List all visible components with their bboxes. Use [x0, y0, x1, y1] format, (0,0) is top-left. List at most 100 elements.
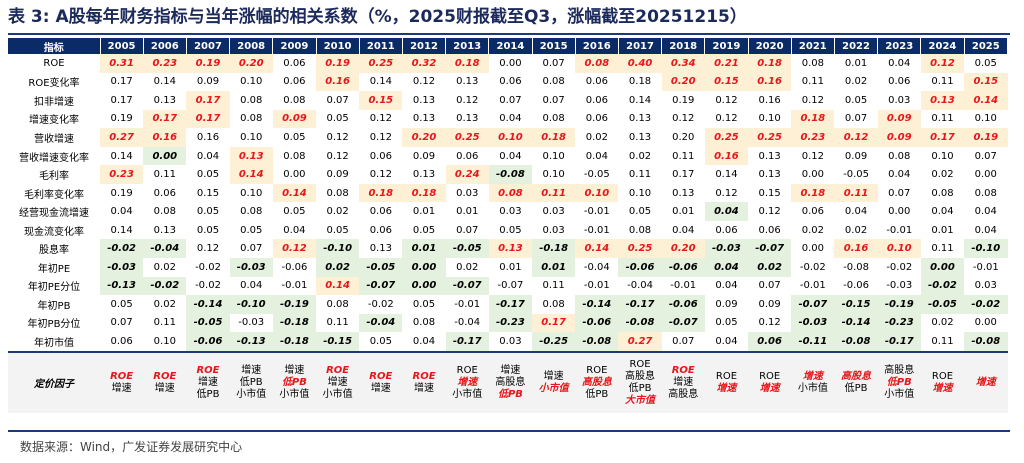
value-cell: 0.11 [542, 280, 565, 292]
value-cell: 0.01 [456, 206, 479, 218]
value-cell: 0.15 [704, 72, 749, 92]
value-cell: 0.07 [542, 94, 565, 106]
row-label: ROE变化率 [28, 78, 80, 90]
value-cell: 0.12 [369, 113, 392, 125]
factor-cell: ROE 增速 [143, 350, 187, 413]
value-cell: 0.02 [153, 298, 176, 310]
value-cell: 0.13 [369, 243, 392, 255]
value-cell: 0.13 [628, 113, 652, 125]
value-cell: 0.11 [326, 317, 349, 329]
value-cell: -0.08 [964, 332, 1008, 352]
value-cell: 0.11 [834, 183, 878, 203]
value-cell: 0.00 [801, 243, 824, 255]
value-cell: 0.00 [974, 169, 997, 181]
value-cell: 0.06 [110, 335, 133, 347]
value-cell: -0.03 [100, 258, 144, 277]
factor-cell: ROE 增速 [359, 350, 403, 413]
value-cell: -0.07 [791, 295, 835, 314]
factor-tag: 小市值 [322, 388, 353, 400]
year-header: 2008 [229, 38, 274, 54]
value-cell: 0.12 [758, 317, 781, 329]
value-cell: -0.23 [877, 313, 921, 333]
value-cell: -0.03 [791, 313, 835, 333]
value-cell: -0.04 [454, 317, 481, 329]
value-cell: -0.02 [195, 261, 221, 273]
value-cell: 0.04 [844, 206, 868, 218]
row-label: 毛利率变化率 [24, 189, 84, 201]
value-cell: 0.25 [359, 54, 403, 73]
value-cell: 0.08 [240, 113, 263, 125]
table-row: 增速变化率 0.19 0.17 0.17 0.08 0.09 0.05 0.12 0.13 0.1… [8, 109, 1008, 129]
year-header: 2021 [791, 38, 835, 54]
value-cell: 0.04 [715, 335, 738, 347]
value-cell: 0.04 [704, 258, 749, 277]
value-cell: 0.10 [240, 187, 263, 199]
value-cell: -0.01 [799, 280, 826, 292]
value-cell: 0.06 [758, 224, 781, 236]
value-cell: 0.10 [877, 239, 921, 259]
value-cell: 0.00 [974, 317, 997, 329]
value-cell: 0.12 [326, 150, 349, 162]
value-cell: -0.02 [100, 239, 144, 259]
value-cell: 0.23 [100, 165, 144, 184]
value-cell: 0.02 [801, 224, 824, 236]
value-cell: 0.04 [499, 113, 522, 125]
value-cell: 0.07 [672, 335, 695, 347]
value-cell: 0.13 [456, 113, 479, 125]
value-cell: 0.04 [672, 224, 695, 236]
factor-tag: 大市值 [625, 394, 656, 406]
table-row: 年初市值 0.06 0.10 -0.06 -0.13 -0.18 -0.15 0.05 0.04… [8, 332, 1008, 352]
row-label: ROE [43, 57, 65, 69]
value-cell: 0.00 [920, 258, 965, 277]
top-rule [8, 33, 1010, 35]
factor-cell: ROE 高股息 低PB 大市值 [618, 350, 662, 413]
value-cell: -0.01 [583, 224, 610, 236]
value-cell: -0.02 [920, 276, 965, 296]
value-cell: 0.10 [974, 113, 997, 125]
value-cell: 0.04 [888, 57, 911, 69]
factor-tag: 增速 [500, 364, 521, 376]
value-cell: -0.01 [583, 280, 610, 292]
value-cell: 0.20 [672, 131, 695, 143]
pricing-factor-row: 定价因子 ROE 增速 ROE 增速 ROE 增速 低PB 增速 低PB 小市值 增速 低PB 小市值 RO… [8, 350, 1008, 413]
value-cell: 0.04 [931, 206, 954, 218]
value-cell: 0.08 [888, 150, 911, 162]
value-cell: -0.13 [100, 276, 144, 296]
factor-tag: 增速 [154, 382, 175, 394]
table-row: 年初PE分位 -0.13 -0.02 -0.02 0.04 -0.01 0.14 -0.07 0… [8, 276, 1008, 296]
value-cell: -0.04 [627, 280, 653, 292]
value-cell: -0.07 [748, 239, 792, 259]
year-header: 2017 [618, 38, 663, 54]
table-row: 毛利率 0.23 0.11 0.05 0.14 0.00 0.09 0.12 0.13 0.24-… [8, 165, 1008, 184]
value-cell: 0.12 [196, 243, 220, 255]
value-cell: 0.08 [283, 150, 306, 162]
value-cell: 0.05 [499, 224, 522, 236]
value-cell: 0.06 [801, 206, 824, 218]
value-cell: 0.12 [369, 131, 392, 143]
factor-cell: ROE 增速 [704, 350, 749, 413]
value-cell: 0.05 [412, 298, 436, 310]
value-cell: 0.05 [196, 169, 220, 181]
value-cell: 0.02 [585, 131, 608, 143]
factor-tag: 增速 [111, 382, 132, 394]
value-cell: 0.19 [186, 54, 230, 73]
value-cell: -0.04 [359, 313, 403, 333]
table-row: 扣非增速 0.17 0.13 0.17 0.08 0.08 0.07 0.15 0.13 0.12… [8, 91, 1008, 110]
value-cell: -0.07 [661, 313, 705, 333]
value-cell: 0.20 [229, 54, 273, 73]
value-cell: 0.08 [153, 206, 176, 218]
value-cell: 0.03 [974, 280, 997, 292]
value-cell: 0.01 [931, 224, 954, 236]
value-cell: -0.14 [186, 295, 230, 314]
value-cell: 0.04 [412, 335, 436, 347]
value-cell: -0.10 [229, 295, 273, 314]
value-cell: 0.14 [229, 165, 273, 184]
value-cell: 0.10 [240, 76, 263, 88]
value-cell: 0.05 [283, 206, 306, 218]
factor-tag: 增速 [975, 376, 996, 388]
value-cell: -0.18 [272, 332, 317, 352]
value-cell: 0.12 [456, 94, 479, 106]
factor-tag: 小市值 [279, 388, 310, 400]
correlation-table: 指标 2005 2006 2007 2008 2009 2010 2011 2012 2013 2… [8, 38, 1009, 413]
value-cell: -0.19 [272, 295, 317, 314]
